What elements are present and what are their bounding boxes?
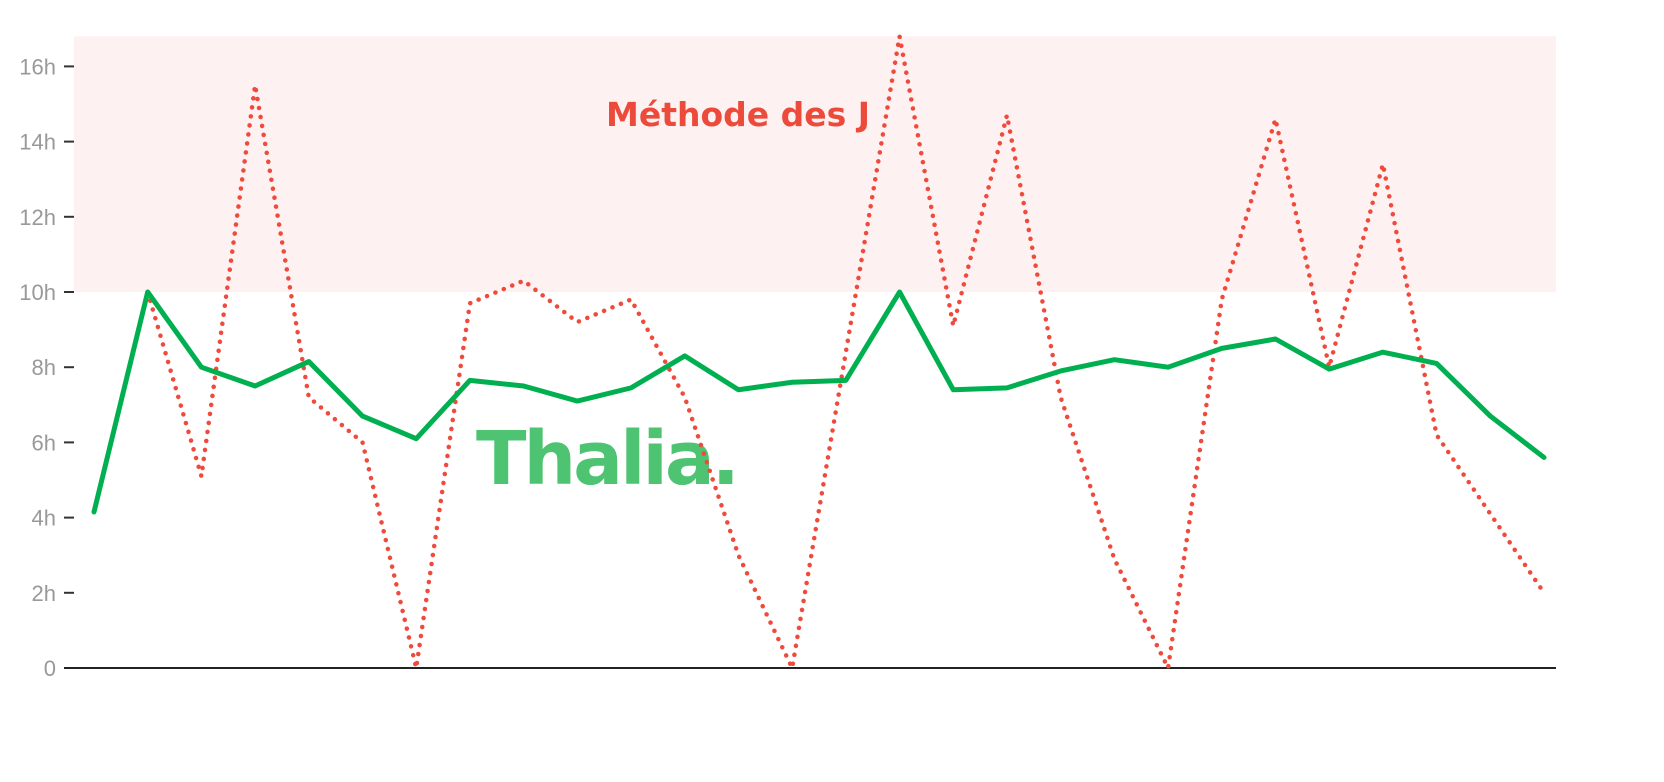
y-axis: 0 2h 4h 6h 8h 10h 12h 14h 16h bbox=[19, 54, 74, 681]
band-label: Méthode des J bbox=[606, 95, 870, 134]
solid-series-line bbox=[91, 289, 1547, 515]
y-tick-label: 8h bbox=[32, 355, 56, 380]
y-tick-label: 6h bbox=[32, 430, 56, 455]
y-tick-label: 16h bbox=[19, 54, 56, 79]
y-tick-label: 4h bbox=[32, 506, 56, 531]
dotted-series-line bbox=[145, 34, 1547, 671]
y-tick-label: 0 bbox=[44, 656, 56, 681]
y-tick-label: 12h bbox=[19, 205, 56, 230]
thalia-logo: Thalia. bbox=[476, 416, 737, 502]
y-tick-label: 14h bbox=[19, 130, 56, 155]
highlight-band bbox=[74, 36, 1556, 292]
y-tick-label: 2h bbox=[32, 581, 56, 606]
y-tick-label: 10h bbox=[19, 280, 56, 305]
